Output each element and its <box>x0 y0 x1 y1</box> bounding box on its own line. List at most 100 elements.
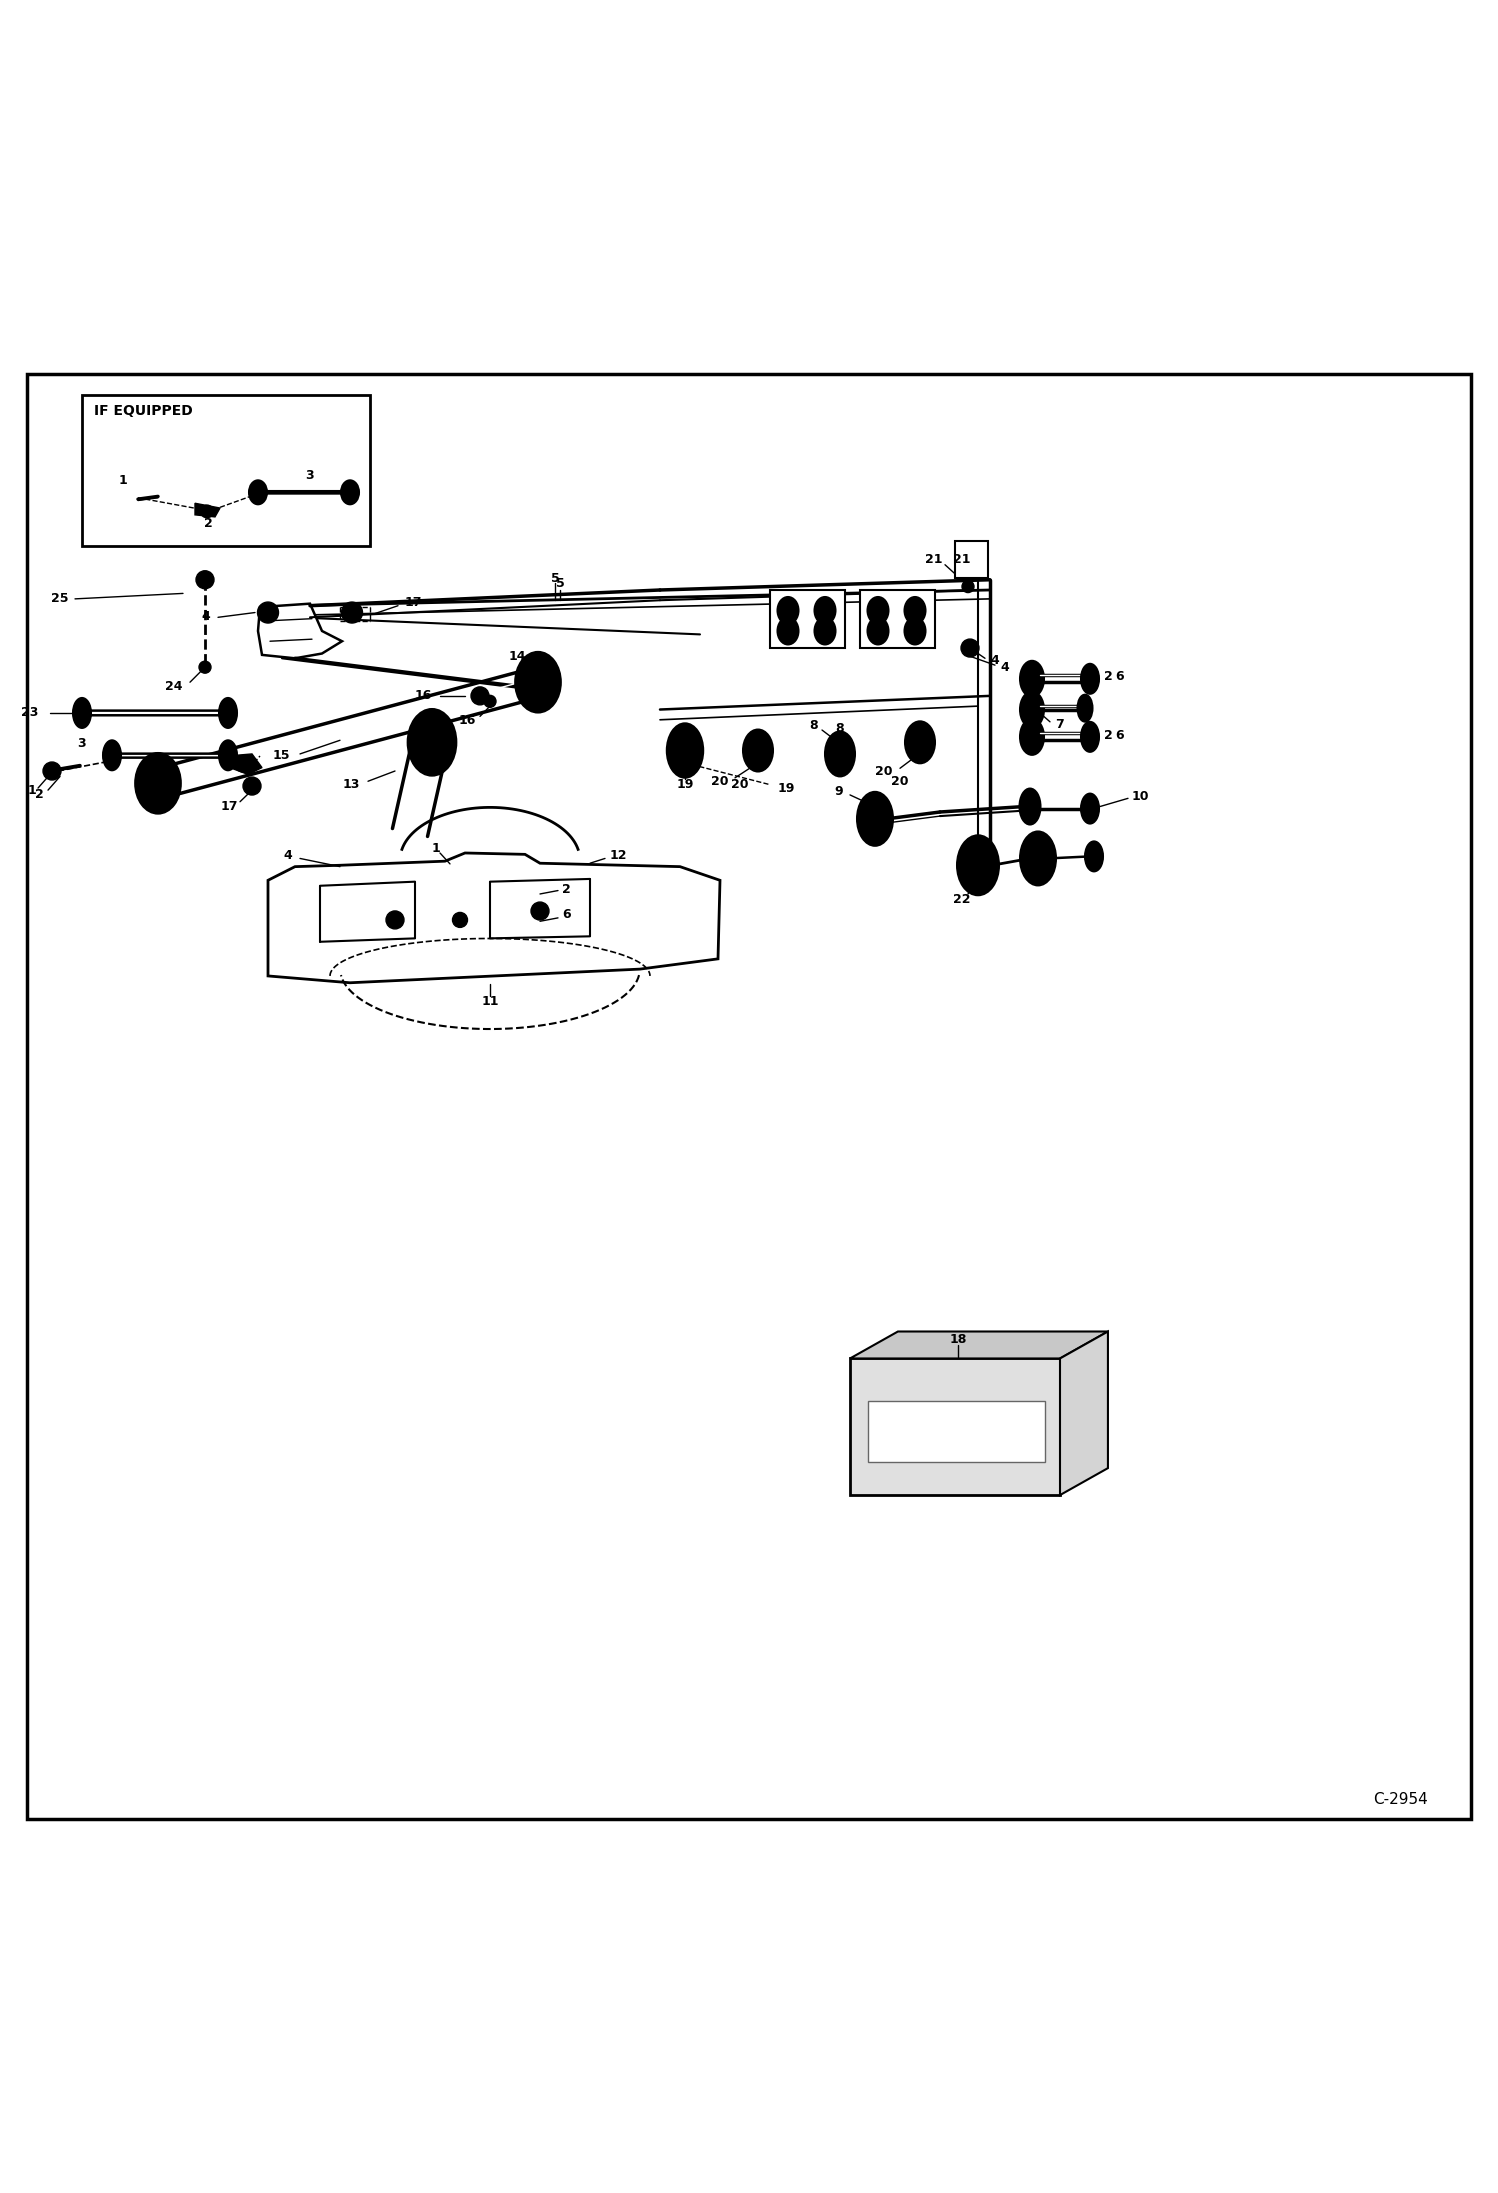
Ellipse shape <box>679 746 691 757</box>
Circle shape <box>199 662 211 673</box>
Ellipse shape <box>103 741 121 770</box>
Ellipse shape <box>135 754 180 814</box>
Ellipse shape <box>667 724 703 779</box>
Circle shape <box>834 748 846 761</box>
Text: 4: 4 <box>990 654 999 667</box>
Circle shape <box>342 603 363 623</box>
Text: 8: 8 <box>836 721 845 735</box>
Text: 20: 20 <box>875 765 891 779</box>
Circle shape <box>915 737 924 748</box>
Text: 13: 13 <box>343 779 360 792</box>
Ellipse shape <box>515 651 560 713</box>
Circle shape <box>258 603 279 623</box>
Ellipse shape <box>73 697 91 728</box>
Text: 6: 6 <box>1116 671 1125 684</box>
Text: 19: 19 <box>676 779 694 792</box>
Polygon shape <box>860 590 935 649</box>
Circle shape <box>43 761 61 781</box>
Polygon shape <box>228 754 262 774</box>
Text: 16: 16 <box>415 689 431 702</box>
Ellipse shape <box>777 596 798 625</box>
Text: 3: 3 <box>78 737 87 750</box>
Ellipse shape <box>219 697 237 728</box>
Ellipse shape <box>342 480 360 504</box>
Ellipse shape <box>1020 691 1044 728</box>
Ellipse shape <box>971 857 986 873</box>
Polygon shape <box>770 590 845 649</box>
Text: 1: 1 <box>118 474 127 487</box>
Text: 21: 21 <box>953 553 971 566</box>
Circle shape <box>753 746 762 754</box>
Text: 15: 15 <box>273 750 291 763</box>
Text: 2: 2 <box>562 884 571 895</box>
Ellipse shape <box>1020 660 1044 697</box>
Text: 2: 2 <box>1104 728 1113 741</box>
Circle shape <box>243 776 261 796</box>
Polygon shape <box>849 1331 1109 1357</box>
Text: 1: 1 <box>431 842 440 855</box>
Polygon shape <box>268 853 721 982</box>
Ellipse shape <box>743 730 773 772</box>
Ellipse shape <box>1077 695 1092 721</box>
Text: C-2954: C-2954 <box>1374 1792 1428 1807</box>
Ellipse shape <box>1020 719 1044 754</box>
Ellipse shape <box>815 618 836 645</box>
Ellipse shape <box>867 596 888 625</box>
FancyBboxPatch shape <box>108 750 232 763</box>
Ellipse shape <box>249 480 267 504</box>
Circle shape <box>962 581 974 592</box>
Text: 20: 20 <box>710 776 728 789</box>
Ellipse shape <box>825 732 855 776</box>
Circle shape <box>470 686 488 704</box>
Text: IF EQUIPPED: IF EQUIPPED <box>94 404 193 419</box>
Polygon shape <box>1061 1331 1109 1496</box>
Text: 4: 4 <box>283 849 292 862</box>
Text: 9: 9 <box>834 785 843 798</box>
FancyBboxPatch shape <box>27 375 1471 1818</box>
Text: 12: 12 <box>610 849 628 862</box>
Text: 17: 17 <box>404 596 422 610</box>
Ellipse shape <box>235 757 250 772</box>
Ellipse shape <box>407 708 455 776</box>
Ellipse shape <box>815 596 836 625</box>
Text: 20: 20 <box>891 774 909 787</box>
Text: 6: 6 <box>562 908 571 921</box>
Text: 16: 16 <box>458 715 476 726</box>
Text: 17: 17 <box>220 800 238 814</box>
Circle shape <box>386 910 404 930</box>
Ellipse shape <box>857 792 893 846</box>
Ellipse shape <box>905 596 926 625</box>
FancyBboxPatch shape <box>82 395 370 546</box>
FancyBboxPatch shape <box>867 1401 1046 1463</box>
Text: 22: 22 <box>953 893 971 906</box>
Ellipse shape <box>1031 851 1046 866</box>
Circle shape <box>530 901 548 921</box>
Text: 6: 6 <box>1116 728 1125 741</box>
Text: 20: 20 <box>731 779 749 792</box>
Ellipse shape <box>1082 664 1100 693</box>
FancyBboxPatch shape <box>78 706 232 719</box>
Ellipse shape <box>201 504 213 518</box>
Text: 24: 24 <box>165 680 183 693</box>
Text: 10: 10 <box>1132 789 1149 803</box>
Circle shape <box>1028 732 1037 741</box>
Circle shape <box>196 570 214 588</box>
Text: 2: 2 <box>36 789 43 800</box>
Polygon shape <box>258 603 342 658</box>
Ellipse shape <box>219 741 237 770</box>
Text: 19: 19 <box>777 783 795 796</box>
Text: 4: 4 <box>201 610 210 623</box>
Ellipse shape <box>905 721 935 763</box>
Ellipse shape <box>1020 789 1041 825</box>
Ellipse shape <box>150 776 165 792</box>
Text: 18: 18 <box>950 1333 966 1347</box>
Ellipse shape <box>905 618 926 645</box>
Text: 23: 23 <box>21 706 37 719</box>
Text: 2: 2 <box>1104 671 1113 684</box>
Text: 7: 7 <box>1055 717 1064 730</box>
Text: 5: 5 <box>551 572 559 586</box>
Ellipse shape <box>777 618 798 645</box>
Text: 4: 4 <box>1001 660 1008 673</box>
Text: 1: 1 <box>27 783 36 796</box>
Ellipse shape <box>1085 842 1103 871</box>
